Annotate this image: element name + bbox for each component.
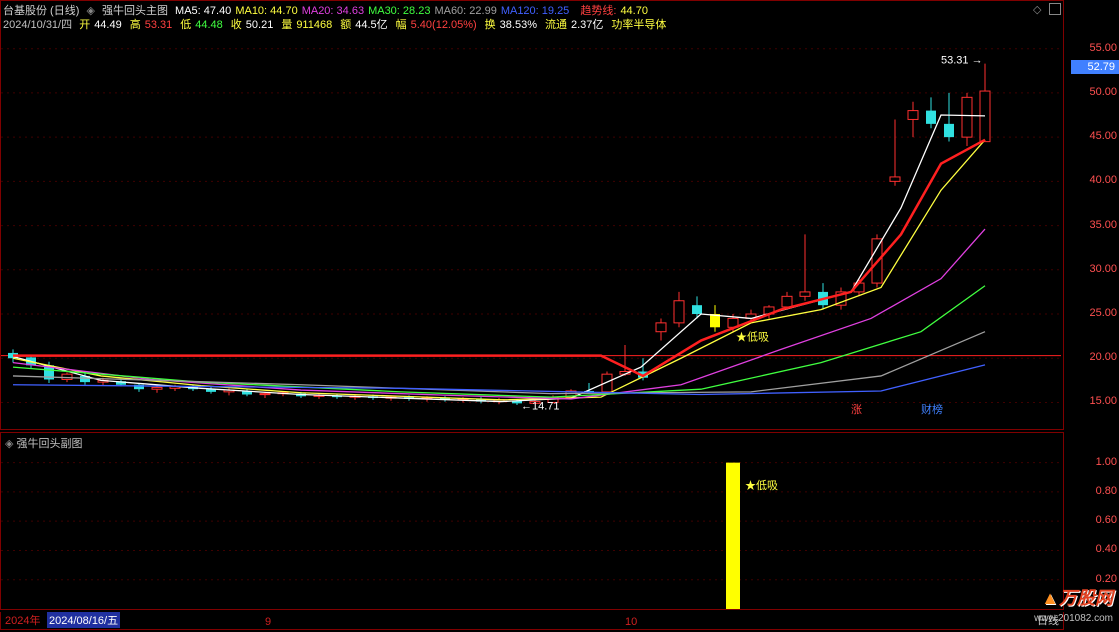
yaxis-tick: 45.00 [1067, 130, 1117, 142]
main-chart-panel[interactable]: 台基股份 (日线) ◈ 强牛回头主图 MA5: 47.40MA10: 44.70… [0, 0, 1064, 430]
watermark-url: www.201082.com [1034, 613, 1113, 624]
xaxis-year: 2024年 [5, 612, 40, 628]
xaxis-tick: 9 [265, 616, 271, 628]
last-price-badge: 52.79 [1071, 60, 1119, 74]
yaxis-tick: 20.00 [1067, 351, 1117, 363]
svg-text:53.31 →: 53.31 → [941, 55, 983, 67]
svg-text:财榜: 财榜 [921, 402, 943, 416]
svg-text:★低吸: ★低吸 [745, 479, 778, 492]
time-axis[interactable]: 2024年 2024/08/16/五 910日线 [0, 612, 1064, 630]
yaxis-tick: 50.00 [1067, 86, 1117, 98]
yaxis-tick: 15.00 [1067, 395, 1117, 407]
svg-text:★低吸: ★低吸 [736, 331, 769, 344]
yaxis-tick: 55.00 [1067, 42, 1117, 54]
sub-yaxis-tick: 0.40 [1067, 543, 1117, 555]
sub-yaxis-tick: 0.60 [1067, 514, 1117, 526]
xaxis-selected-date: 2024/08/16/五 [47, 612, 120, 628]
yaxis-tick: 30.00 [1067, 263, 1117, 275]
sub-chart-panel[interactable]: ◈ 强牛回头副图 ★低吸 [0, 432, 1064, 610]
main-chart-canvas[interactable]: 53.31 → ←14.71 ★低吸涨 财榜 [1, 1, 1063, 431]
y-axis-column: 55.00 50.00 45.00 40.00 35.00 30.00 25.00 20.00… [1065, 0, 1119, 632]
sub-yaxis-tick: 0.20 [1067, 573, 1117, 585]
yaxis-tick: 25.00 [1067, 307, 1117, 319]
watermark-logo: ▲万股网 [1041, 584, 1113, 610]
svg-text:←14.71: ←14.71 [521, 401, 560, 413]
sub-yaxis-tick: 0.80 [1067, 485, 1117, 497]
sub-chart-canvas[interactable]: ★低吸 [1, 433, 1063, 611]
sub-yaxis-tick: 1.00 [1067, 456, 1117, 468]
yaxis-tick: 35.00 [1067, 219, 1117, 231]
xaxis-tick: 10 [625, 616, 637, 628]
svg-text:涨: 涨 [851, 403, 862, 416]
yaxis-tick: 40.00 [1067, 174, 1117, 186]
